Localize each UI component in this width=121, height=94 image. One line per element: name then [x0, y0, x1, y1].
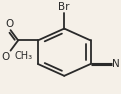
Text: Br: Br — [58, 2, 70, 12]
Text: O: O — [2, 52, 10, 61]
Text: CH₃: CH₃ — [15, 51, 33, 61]
Text: O: O — [5, 19, 14, 29]
Text: N: N — [112, 59, 120, 69]
